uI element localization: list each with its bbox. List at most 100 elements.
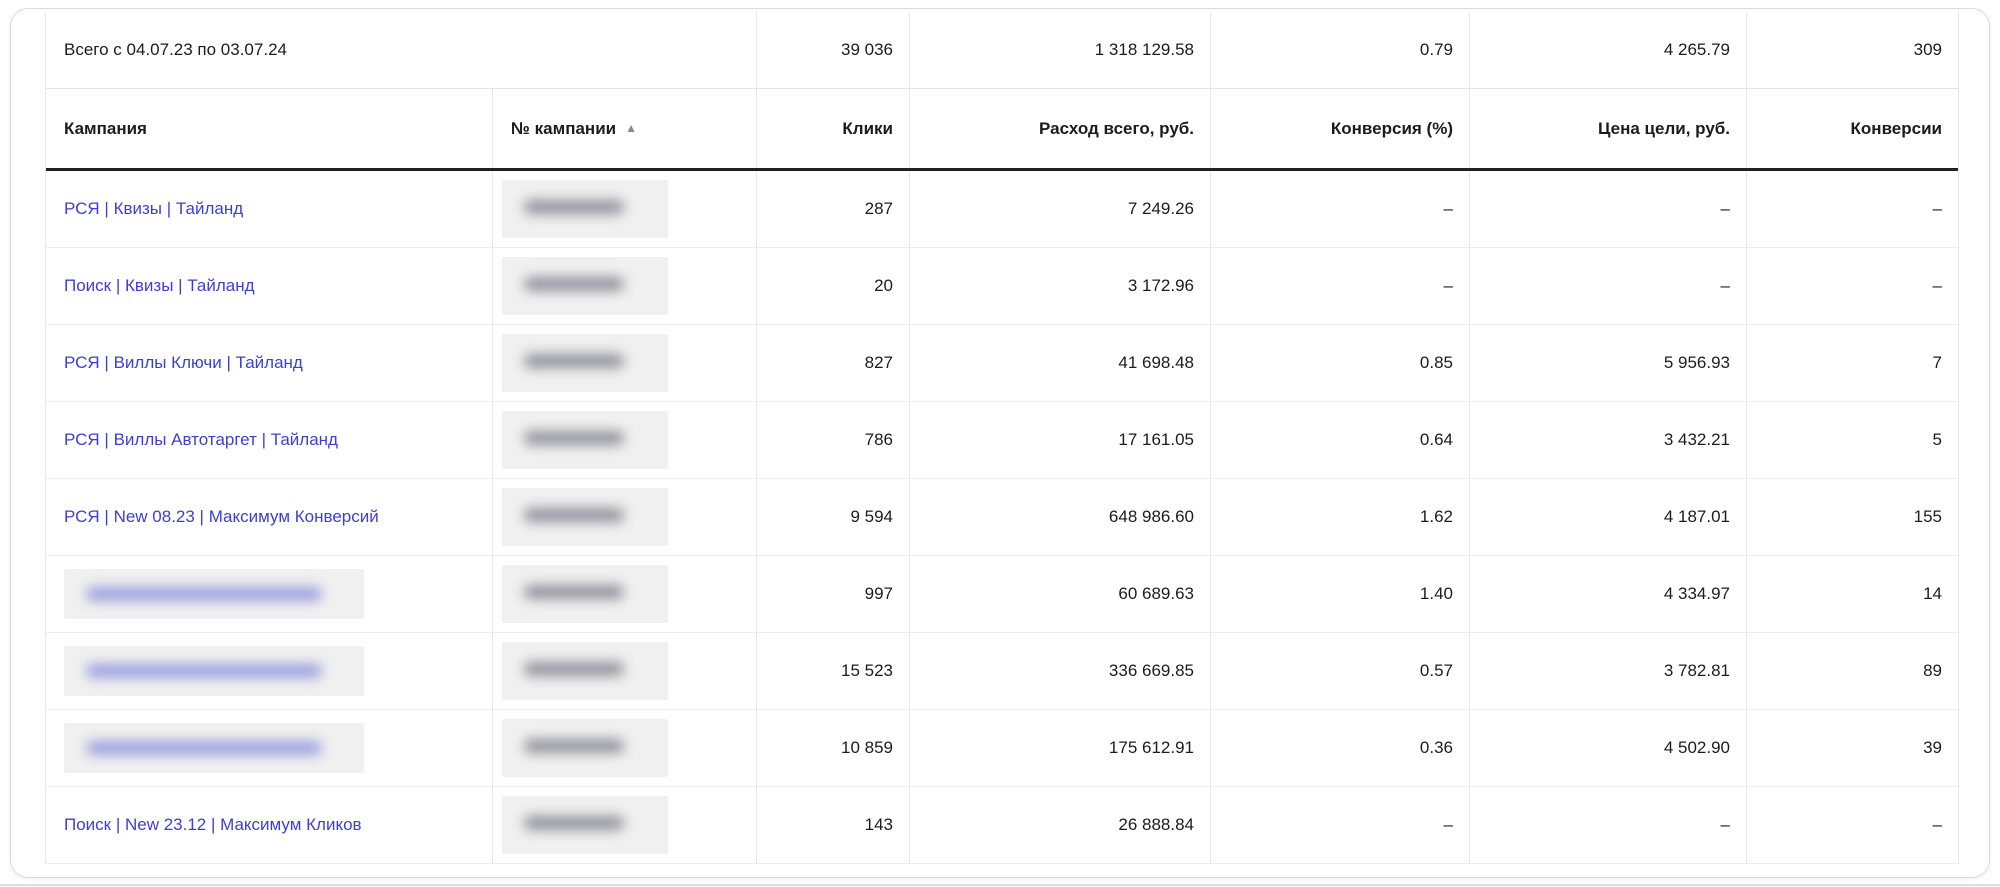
column-header-clicks[interactable]: Клики [756, 89, 909, 168]
blurred-text [524, 816, 624, 830]
campaign-id-cell [492, 633, 756, 709]
campaign-cell: РСЯ | Виллы Автотаргет | Тайланд [46, 402, 492, 478]
column-header-campaign_id[interactable]: № кампании ▲ [492, 89, 756, 168]
redacted-campaign-id [502, 719, 668, 777]
clicks-cell: 786 [756, 402, 909, 478]
column-header-goal_cost[interactable]: Цена цели, руб. [1469, 89, 1746, 168]
report-card: Всего с 04.07.23 по 03.07.24 39 036 1 31… [10, 8, 1990, 878]
table-row: РСЯ | Квизы | Тайланд 287 7 249.26– – – [46, 171, 1958, 248]
conversion-rate-cell: 0.85 [1210, 325, 1469, 401]
campaign-cell: РСЯ | New 08.23 | Максимум Конверсий [46, 479, 492, 555]
campaign-id-cell [492, 325, 756, 401]
conversions-cell: – [1746, 248, 1958, 324]
clicks-cell: 143 [756, 787, 909, 863]
campaign-cell [46, 556, 492, 632]
clicks-cell: 997 [756, 556, 909, 632]
column-header-label: Расход всего, руб. [1039, 118, 1194, 138]
blurred-text [524, 739, 624, 753]
redacted-campaign-name [64, 569, 364, 619]
blurred-text [524, 200, 624, 214]
cost-cell: 7 249.26 [909, 171, 1210, 247]
table-row: РСЯ | Виллы Ключи | Тайланд 827 41 698.48 0… [46, 325, 1958, 402]
campaign-link[interactable]: РСЯ | Виллы Ключи | Тайланд [64, 353, 303, 372]
conversion-rate-cell: – [1210, 171, 1469, 247]
column-header-label: Цена цели, руб. [1598, 118, 1730, 138]
campaign-link[interactable]: Поиск | New 23.12 | Максимум Кликов [64, 815, 362, 834]
conversions-cell: 14 [1746, 556, 1958, 632]
redacted-campaign-id [502, 488, 668, 546]
column-header-campaign[interactable]: Кампания [46, 89, 492, 168]
conversions-cell: 89 [1746, 633, 1958, 709]
campaign-id-cell [492, 556, 756, 632]
redacted-campaign-id [502, 565, 668, 623]
campaign-id-cell [492, 710, 756, 786]
table-row: РСЯ | Виллы Автотаргет | Тайланд 786 17 16… [46, 402, 1958, 479]
totals-row: Всего с 04.07.23 по 03.07.24 39 036 1 31… [46, 11, 1958, 89]
campaign-link[interactable]: РСЯ | Виллы Автотаргет | Тайланд [64, 430, 338, 449]
campaign-link[interactable]: РСЯ | Квизы | Тайланд [64, 199, 244, 218]
campaign-cell: Поиск | New 23.12 | Максимум Кликов [46, 787, 492, 863]
column-header-conversion_rate[interactable]: Конверсия (%) [1210, 89, 1469, 168]
blurred-text [86, 664, 322, 678]
column-header-label: Клики [842, 118, 893, 138]
goal-cost-cell: 4 187.01 [1469, 479, 1746, 555]
redacted-campaign-id [502, 642, 668, 700]
redacted-campaign-name [64, 723, 364, 773]
redacted-campaign-id [502, 180, 668, 238]
campaigns-table: Всего с 04.07.23 по 03.07.24 39 036 1 31… [45, 11, 1959, 864]
table-row: 15 523 336 669.85 0.57 3 782.81 89 [46, 633, 1958, 710]
table-row: Поиск | Квизы | Тайланд 20 3 172.96– – – [46, 248, 1958, 325]
cost-cell: 17 161.05 [909, 402, 1210, 478]
clicks-cell: 10 859 [756, 710, 909, 786]
cost-cell: 175 612.91 [909, 710, 1210, 786]
conversion-rate-cell: – [1210, 787, 1469, 863]
clicks-cell: 20 [756, 248, 909, 324]
conversion-rate-cell: 0.36 [1210, 710, 1469, 786]
clicks-cell: 827 [756, 325, 909, 401]
campaign-id-cell [492, 787, 756, 863]
campaign-cell [46, 710, 492, 786]
goal-cost-cell: 5 956.93 [1469, 325, 1746, 401]
blurred-text [524, 354, 624, 368]
column-header-cost[interactable]: Расход всего, руб. [909, 89, 1210, 168]
clicks-cell: 9 594 [756, 479, 909, 555]
blurred-text [524, 662, 624, 676]
conversion-rate-cell: 0.57 [1210, 633, 1469, 709]
blurred-text [524, 585, 624, 599]
totals-conversion-rate: 0.79 [1210, 11, 1469, 88]
conversions-cell: 155 [1746, 479, 1958, 555]
cost-cell: 26 888.84 [909, 787, 1210, 863]
redacted-campaign-id [502, 411, 668, 469]
campaign-id-cell [492, 171, 756, 247]
redacted-campaign-id [502, 334, 668, 392]
column-header-label: Конверсия (%) [1330, 118, 1453, 138]
totals-conversions: 309 [1746, 11, 1958, 88]
conversion-rate-cell: 1.62 [1210, 479, 1469, 555]
redacted-campaign-name [64, 646, 364, 696]
blurred-text [524, 508, 624, 522]
goal-cost-cell: 4 334.97 [1469, 556, 1746, 632]
campaign-link[interactable]: Поиск | Квизы | Тайланд [64, 276, 255, 295]
cost-cell: 648 986.60 [909, 479, 1210, 555]
totals-cost: 1 318 129.58 [909, 11, 1210, 88]
campaign-cell: Поиск | Квизы | Тайланд [46, 248, 492, 324]
conversions-cell: – [1746, 171, 1958, 247]
campaign-link[interactable]: РСЯ | New 08.23 | Максимум Конверсий [64, 507, 379, 526]
totals-goal-cost: 4 265.79 [1469, 11, 1746, 88]
campaign-id-cell [492, 402, 756, 478]
conversion-rate-cell: 0.64 [1210, 402, 1469, 478]
table-row: 997 60 689.63 1.40 4 334.97 14 [46, 556, 1958, 633]
campaign-id-cell [492, 479, 756, 555]
totals-clicks: 39 036 [756, 11, 909, 88]
campaign-cell: РСЯ | Квизы | Тайланд [46, 171, 492, 247]
cost-cell: 41 698.48 [909, 325, 1210, 401]
redacted-campaign-id [502, 796, 668, 854]
blurred-text [524, 277, 624, 291]
conversion-rate-cell: 1.40 [1210, 556, 1469, 632]
table-row: РСЯ | New 08.23 | Максимум Конверсий 9 59… [46, 479, 1958, 556]
goal-cost-cell: – [1469, 787, 1746, 863]
column-header-label: Конверсии [1850, 118, 1942, 138]
table-row: 10 859 175 612.91 0.36 4 502.90 39 [46, 710, 1958, 787]
blurred-text [86, 741, 322, 755]
column-header-conversions[interactable]: Конверсии [1746, 89, 1958, 168]
